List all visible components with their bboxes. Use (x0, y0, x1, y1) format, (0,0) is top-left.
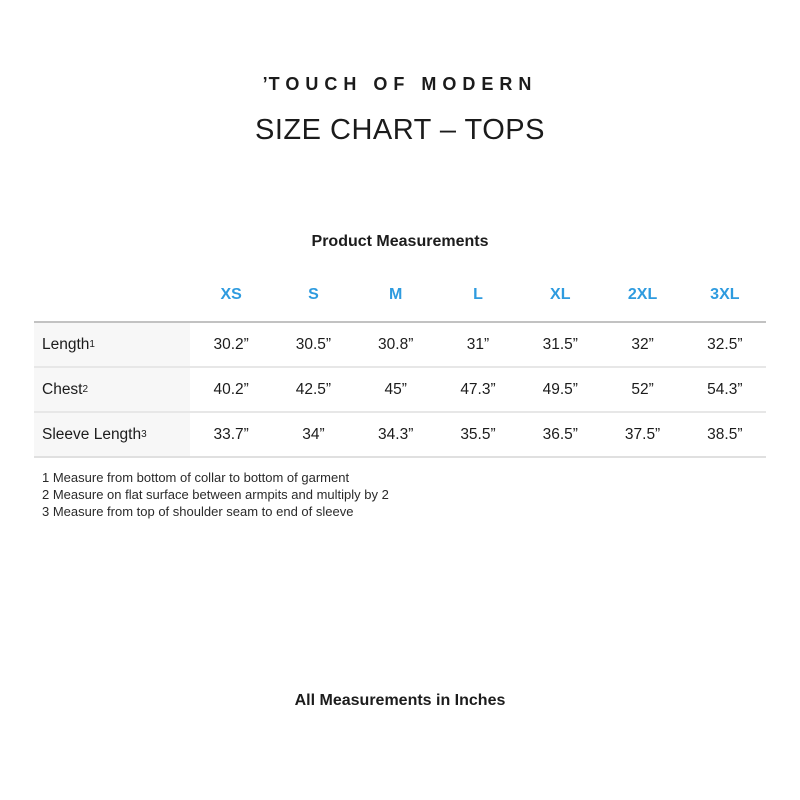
table-cell: 52” (631, 380, 654, 398)
footnote-3: 3 Measure from top of shoulder seam to e… (42, 504, 354, 519)
table-cell: 30.2” (213, 335, 249, 353)
row-label-length: Length 1 (34, 323, 190, 366)
table-cell: 38.5” (707, 425, 743, 443)
table-cell: 34.3” (378, 425, 414, 443)
section-title: Product Measurements (311, 233, 489, 250)
size-table: XS S M L XL 2XL 3XL Length 1 30.2” 30.5” … (34, 284, 766, 458)
size-header-row: XS S M L XL 2XL 3XL (34, 284, 766, 305)
brand-logo: ’TOUCH OF MODERN (0, 0, 800, 95)
footnote-2: 2 Measure on flat surface between armpit… (42, 487, 389, 502)
brand-logo-text: TOUCH OF MODERN (268, 74, 538, 94)
table-cell: 36.5” (542, 425, 578, 443)
column-header-2xl: 2XL (627, 285, 658, 303)
table-cell: 34” (302, 425, 325, 443)
footnote-1: 1 Measure from bottom of collar to botto… (42, 470, 350, 485)
table-cell: 30.5” (295, 335, 332, 353)
table-row-chest: Chest 2 40.2” 42.5” 45” 47.3” 49.5” 52” 5… (34, 366, 766, 411)
size-table-body: Length 1 30.2” 30.5” 30.8” 31” 31.5” 32” … (34, 321, 766, 458)
table-cell: 31” (466, 335, 490, 353)
row-label-text: Chest (42, 380, 83, 398)
column-header-m: M (389, 285, 403, 303)
column-header-l: L (473, 285, 483, 303)
column-header-3xl: 3XL (710, 285, 740, 303)
table-row-sleeve-length: Sleeve Length 3 33.7” 34” 34.3” 35.5” 36.… (34, 411, 766, 456)
table-cell: 54.3” (707, 380, 743, 398)
brand-logo-mark: ’ (262, 74, 268, 94)
table-cell: 49.5” (542, 380, 578, 398)
page-title: SIZE CHART – TOPS (254, 114, 545, 146)
table-cell: 42.5” (295, 380, 332, 398)
table-cell: 37.5” (624, 425, 661, 443)
row-label-sleeve-length: Sleeve Length 3 (34, 413, 190, 456)
units-note: All Measurements in Inches (294, 692, 506, 709)
column-header-s: S (308, 285, 319, 303)
table-cell: 32” (631, 335, 654, 353)
table-cell: 47.3” (460, 380, 496, 398)
row-label-chest: Chest 2 (34, 368, 190, 411)
table-cell: 40.2” (213, 380, 249, 398)
row-label-text: Length (42, 335, 90, 353)
table-cell: 35.5” (460, 425, 496, 443)
table-cell: 45” (384, 380, 407, 398)
column-header-xs: XS (220, 285, 242, 303)
table-cell: 33.7” (213, 425, 249, 443)
table-cell: 30.8” (378, 335, 414, 353)
table-cell: 32.5” (707, 335, 743, 353)
table-row-length: Length 1 30.2” 30.5” 30.8” 31” 31.5” 32” … (34, 323, 766, 366)
column-header-xl: XL (550, 285, 571, 303)
table-cell: 31.5” (542, 335, 578, 353)
measurement-footnotes: 1 Measure from bottom of collar to botto… (42, 469, 800, 520)
row-label-text: Sleeve Length (42, 425, 142, 443)
